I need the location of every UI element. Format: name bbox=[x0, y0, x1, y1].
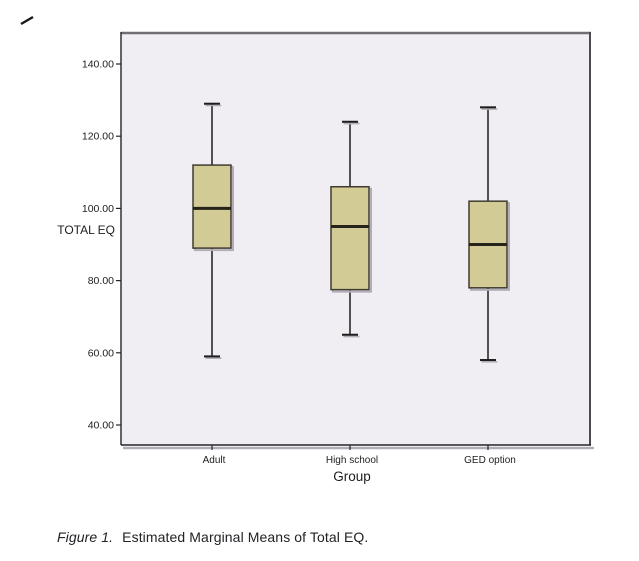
box-iqr bbox=[330, 185, 370, 291]
caption-text: Estimated Marginal Means of Total EQ. bbox=[122, 529, 369, 545]
x-category-label: GED option bbox=[464, 455, 516, 466]
x-category-label: High school bbox=[326, 455, 378, 466]
boxplot-chart: 40.00 60.00 80.00 100.00 120.00 140.00 TOTAL E… bbox=[20, 15, 594, 484]
y-tick-label: 140.00 bbox=[82, 59, 114, 71]
y-tick-label: 60.00 bbox=[88, 347, 114, 359]
box-iqr bbox=[192, 164, 232, 249]
x-category-label: Adult bbox=[203, 455, 226, 466]
y-tick-label: 40.00 bbox=[88, 420, 114, 432]
stray-mark bbox=[20, 15, 34, 26]
y-tick-label: 80.00 bbox=[88, 275, 114, 287]
y-tick-label: 100.00 bbox=[82, 203, 114, 215]
boxplot-svg: 40.00 60.00 80.00 100.00 120.00 140.00 TOTAL E… bbox=[20, 15, 594, 484]
y-axis-title: TOTAL EQ bbox=[57, 223, 115, 237]
y-tick-label: 120.00 bbox=[82, 131, 114, 143]
x-axis-title: Group bbox=[333, 469, 371, 484]
caption-label: Figure 1. bbox=[57, 529, 114, 545]
figure-caption: Figure 1. Estimated Marginal Means of Tot… bbox=[57, 529, 368, 545]
